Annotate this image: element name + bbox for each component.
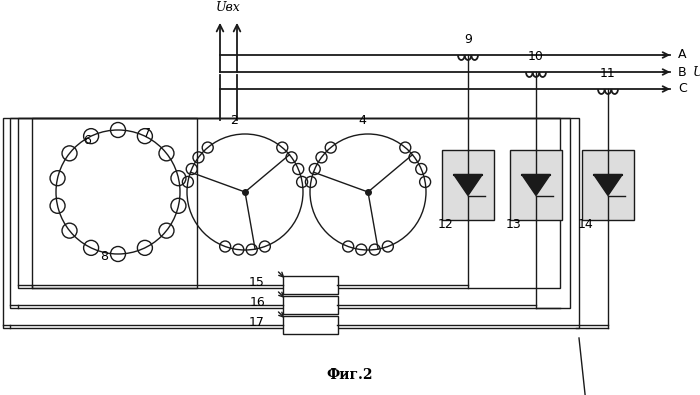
Text: 10: 10 <box>528 50 544 63</box>
Text: 7: 7 <box>143 127 151 140</box>
Text: 11: 11 <box>600 67 616 80</box>
Text: 6: 6 <box>83 134 91 147</box>
Polygon shape <box>594 175 622 196</box>
Bar <box>442 150 494 220</box>
Bar <box>3 118 579 328</box>
Text: 9: 9 <box>464 33 472 46</box>
Text: 4: 4 <box>358 114 366 127</box>
Text: 17: 17 <box>249 316 265 329</box>
Bar <box>283 276 337 294</box>
Text: Uвх: Uвх <box>216 1 241 14</box>
Polygon shape <box>454 175 482 196</box>
Bar <box>18 118 560 288</box>
Bar <box>283 296 337 314</box>
Text: 14: 14 <box>578 218 594 231</box>
Text: 13: 13 <box>506 218 522 231</box>
Bar <box>10 118 570 308</box>
Text: 12: 12 <box>438 218 454 231</box>
Text: C: C <box>678 83 687 96</box>
Polygon shape <box>522 175 550 196</box>
Text: Uвых: Uвых <box>693 66 700 79</box>
Text: B: B <box>678 66 687 79</box>
Text: 15: 15 <box>249 276 265 290</box>
Text: 8: 8 <box>100 250 108 263</box>
Bar <box>510 150 562 220</box>
Bar <box>32 118 197 288</box>
Text: 2: 2 <box>230 114 238 127</box>
Text: Фиг.2: Фиг.2 <box>327 368 373 382</box>
Bar <box>582 150 634 220</box>
Text: 16: 16 <box>249 297 265 310</box>
Text: A: A <box>678 49 687 62</box>
Bar <box>283 316 337 334</box>
